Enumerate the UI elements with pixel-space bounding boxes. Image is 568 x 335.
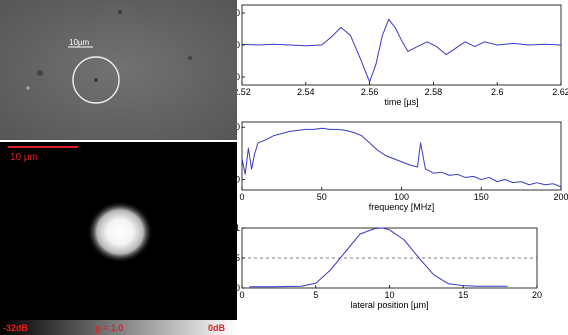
frequency-x-tick-label: 50 [317, 192, 327, 202]
lateral-x-tick-label: 5 [313, 290, 318, 300]
time-y-tick-label: 0 [237, 40, 240, 50]
frequency-y-tick-label: -50 [237, 175, 240, 185]
time-y-tick-label: -200 [237, 72, 240, 82]
frequency-y-tick-label: 0 [237, 122, 240, 132]
lateral-y-tick-label: 0 [237, 283, 240, 293]
time-x-tick-label: 2.56 [361, 87, 379, 97]
acoustic-scale-label: 10 µm [10, 152, 38, 163]
lateral-y-tick-label: 1 [237, 223, 240, 233]
time-x-tick-label: 2.54 [297, 87, 315, 97]
micrograph-background [0, 0, 237, 140]
lateral-series-line [249, 227, 508, 288]
colorbar-max-label: 0dB [208, 323, 226, 333]
frequency-x-tick-label: 150 [474, 192, 489, 202]
time-x-tick-label: 2.6 [491, 87, 504, 97]
time-x-tick-label: 2.52 [237, 87, 251, 97]
measurement-circle [72, 56, 120, 104]
particle [118, 10, 122, 14]
lateral-x-tick-label: 15 [458, 290, 468, 300]
acoustic-image: 10 µm -32dB g = 1.0 0dB [0, 142, 237, 335]
frequency-x-tick-label: 0 [239, 192, 244, 202]
particle [26, 86, 30, 90]
charts-panel: 2.522.542.562.582.62.622000-200time [µs]… [237, 4, 568, 310]
colorbar [0, 320, 237, 335]
colorbar-gain-label: g = 1.0 [95, 323, 123, 333]
time-x-tick-label: 2.58 [425, 87, 443, 97]
frequency-axes-frame [241, 121, 562, 191]
acoustic-spot [87, 201, 153, 263]
particle [188, 56, 192, 60]
frequency-x-axis-label: frequency [MHz] [369, 202, 435, 212]
particle [37, 70, 43, 76]
colorbar-min-label: -32dB [3, 323, 29, 333]
lateral-x-tick-label: 20 [532, 290, 542, 300]
time-signal-chart: 2.52 2.54 2.56 2.58 2.6 2.62 200 0 -200 time [µs]… [237, 4, 568, 107]
sample-particle [94, 78, 98, 82]
lateral-x-tick-label: 10 [384, 290, 394, 300]
lateral-x-tick-label: 0 [239, 290, 244, 300]
optical-micrograph: 10µm [0, 0, 237, 140]
optical-scale-label: 10µm [69, 38, 90, 47]
time-x-tick-label: 2.62 [552, 87, 568, 97]
time-x-axis-label: time [µs] [384, 97, 418, 107]
lateral-y-tick-label: 0.5 [237, 253, 240, 263]
frequency-x-tick-label: 200 [553, 192, 568, 202]
time-series-line [241, 18, 562, 83]
frequency-series-line [241, 127, 562, 188]
time-y-tick-label: 200 [237, 8, 240, 18]
frequency-x-tick-label: 100 [394, 192, 409, 202]
lateral-x-axis-label: lateral position [µm] [350, 300, 428, 310]
